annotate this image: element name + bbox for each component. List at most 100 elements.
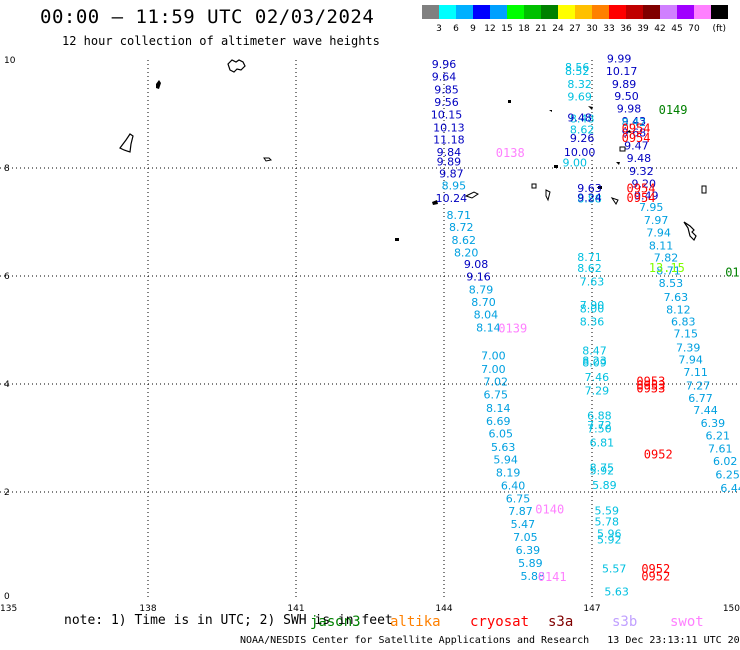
pass-time-label: 0952 [641,570,670,584]
pass-time-labels: 0138013901400141095409540954095401490151… [496,103,740,584]
wave-height-value: 6.39 [701,417,726,430]
wave-height-value: 6.75 [506,492,531,505]
wave-height-value: 9.85 [434,83,459,96]
wave-height-value: 9.43 [622,115,647,128]
wave-height-value: 8.53 [659,277,684,290]
island-shape [626,130,631,133]
footer-credit: NOAA/NESDIS Center for Satellite Applica… [240,635,740,646]
wave-height-value: 7.95 [639,201,664,214]
island-shape [549,110,552,112]
wave-height-value: 8.47 [582,344,607,357]
wave-height-value: 8.62 [451,234,476,247]
wave-height-value: 5.96 [597,527,622,540]
wave-height-value: 7.00 [481,363,506,376]
island-shape [531,183,537,189]
wave-height-value: 9.47 [624,140,649,153]
legend-swatch [677,5,694,19]
pass-time-label: 13.15 [649,261,685,275]
wave-height-value: 7.29 [585,384,610,397]
legend-tick-label: 9 [470,24,476,34]
axis-labels: 135 138 141 144 147 150 0 2 4 6 8 10 [0,56,740,614]
wave-height-value: 7.94 [646,227,671,240]
legend-tick-label: 39 [637,24,649,34]
lat-tick-label: 2 [4,488,10,498]
wave-height-value: 7.00 [481,350,506,363]
wave-height-value: 10.15 [431,108,463,121]
island-shape [598,186,602,189]
island-shape [616,162,620,165]
pass-time-label: 0952 [641,562,670,576]
wave-height-value: 9.96 [432,58,457,71]
pass-time-label: 0953 [636,375,665,389]
legend-swatch [609,5,626,19]
wave-height-value: 8.12 [666,303,691,316]
legend-tick-label: 45 [671,24,682,34]
wave-height-value: 8.20 [454,247,479,260]
wave-height-value: 6.77 [688,392,713,405]
island-shape [683,221,697,242]
wave-height-value: 9.89 [437,155,462,168]
legend-tick-label: 3 [436,24,442,34]
wave-height-value: 7.05 [513,531,538,544]
island-shape [610,197,619,205]
island-shape [701,185,707,194]
wave-height-value: 9.84 [437,146,462,159]
legend-tick-label: 24 [552,24,564,34]
pass-time-label: 0954 [627,191,656,205]
wave-height-value: 5.63 [491,441,516,454]
wave-height-value: 9.63 [577,182,602,195]
wave-height-value: 8.52 [565,65,590,78]
wave-height-value: 6.40 [501,479,526,492]
wave-height-value: 6.05 [488,427,513,440]
wave-height-value: 7.15 [673,328,698,341]
wave-height-value: 5.89 [518,557,543,570]
wave-height-value: 10.24 [436,192,468,205]
wave-height-value: 8.09 [582,357,607,370]
pass-time-label: 015 [725,266,740,280]
legend-swatch [439,5,456,19]
wave-height-value: 5.92 [590,465,615,478]
wave-height-value: 10.13 [433,121,465,134]
wave-height-value: 8.95 [442,180,467,193]
color-legend: 3 6 9 12 15 18 21 24 27 30 33 36 39 42 45 70 (ft) [422,5,728,34]
island-shape [554,165,558,168]
wave-height-value: 8.32 [567,78,592,91]
wave-height-value: 9.16 [466,270,491,283]
legend-swatch [711,5,728,19]
island-shape [395,238,399,241]
lat-tick-label: 0 [4,592,10,602]
wave-height-value: 6.02 [713,455,738,468]
lon-tick-label: 138 [139,604,156,614]
island-shape [156,80,161,89]
wave-height-value: 5.57 [602,562,627,575]
legend-swatch [422,5,439,19]
coastlines [119,59,707,242]
legend-swatch [626,5,643,19]
island-shape [464,191,479,199]
wave-height-value: 7.63 [664,291,689,304]
wave-height-value: 9.32 [629,165,654,178]
wave-height-value: 7.27 [686,379,711,392]
map-title: 00:00 – 11:59 UTC 02/03/2024 [40,6,375,28]
legend-swatch [694,5,711,19]
island-shape [619,146,626,152]
legend-tick-label: 27 [569,24,580,34]
lon-tick-label: 147 [583,604,600,614]
legend-tick-label: 36 [620,24,632,34]
wave-height-value: 8.23 [582,355,607,368]
wave-height-value: 9.69 [567,91,592,104]
wave-height-value: 10.00 [564,146,596,159]
wave-height-value: 6.75 [484,389,509,402]
wave-height-value: 8.71 [447,209,472,222]
lat-tick-label: 4 [4,380,10,390]
wave-height-value: 11.18 [433,134,465,147]
wave-height-value: 6.39 [516,544,541,557]
wave-height-value: 8.00 [580,303,605,316]
wave-height-value: 7.50 [587,423,612,436]
pass-time-label: 0953 [636,378,665,392]
note-text: note: 1) Time is in UTC; 2) SWH is in fe… [64,613,393,628]
wave-height-value: 9.50 [614,90,639,103]
wave-height-value: 8.62 [570,123,595,136]
wave-height-value: 6.25 [715,469,740,482]
wave-height-value: 8.19 [496,466,521,479]
